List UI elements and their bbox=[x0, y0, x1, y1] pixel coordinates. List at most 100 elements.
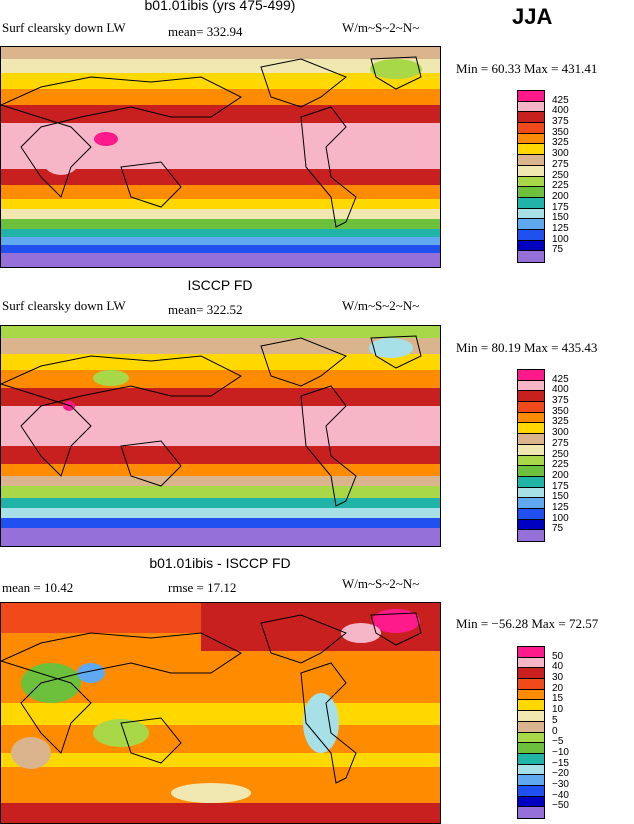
panel-2-colorbar-tick: 75 bbox=[552, 523, 564, 535]
panel-2-minmax: Min = 80.19 Max = 435.43 bbox=[456, 340, 598, 355]
panel-1-colorbar-swatch bbox=[518, 208, 544, 220]
panel-2-colorbar-swatch bbox=[518, 434, 544, 445]
panel-1-title: b01.01ibis (yrs 475-499) bbox=[144, 0, 296, 13]
panel-3-colorbar-tick: 50 bbox=[552, 650, 564, 662]
panel-3-colorbar-swatch bbox=[518, 657, 544, 669]
panel-3-minmax: Min = −56.28 Max = 72.57 bbox=[456, 616, 599, 631]
panel-3-units: W/m~S~2~N~ bbox=[342, 576, 420, 591]
panel-3-colorbar-tick: −20 bbox=[552, 768, 569, 780]
panel-2-title: ISCCP FD bbox=[187, 277, 253, 293]
panel-3-colorbar-tick: −5 bbox=[552, 736, 564, 748]
panel-2-colorbar-tick: 375 bbox=[552, 395, 569, 407]
panel-1-colorbar-tick: 75 bbox=[552, 244, 564, 256]
panel-1-colorbar-swatch bbox=[518, 176, 544, 188]
panel-3-colorbar-swatch bbox=[518, 668, 544, 680]
season-label: JJA bbox=[512, 4, 553, 29]
panel-2-colorbar-swatch bbox=[518, 455, 544, 467]
panel-2-colorbar-swatch bbox=[518, 370, 544, 381]
panel-1-colorbar-tick: 375 bbox=[552, 116, 569, 128]
panel-2-colorbar bbox=[517, 369, 545, 542]
panel-2-colorbar-tick: 100 bbox=[552, 512, 569, 524]
panel-2-colorbar-swatch bbox=[518, 466, 544, 477]
panel-3-colorbar-swatch bbox=[518, 700, 544, 712]
panel-1-colorbar-tick: 400 bbox=[552, 105, 569, 117]
panel-3-colorbar-swatch bbox=[518, 732, 544, 744]
panel-2-colorbar-swatch bbox=[518, 444, 544, 456]
panel-1-subtitle: Surf clearsky down LW bbox=[2, 20, 126, 35]
panel-1-colorbar-swatch bbox=[518, 155, 544, 166]
panel-2-colorbar-tick: 325 bbox=[552, 416, 569, 428]
panel-1-colorbar-swatch bbox=[518, 229, 544, 241]
panel-1-colorbar-swatch bbox=[518, 197, 544, 209]
panel-1-colorbar-swatch bbox=[518, 133, 544, 145]
panel-3-colorbar-swatch bbox=[518, 796, 544, 808]
panel-3-colorbar-swatch bbox=[518, 807, 544, 818]
panel-2-colorbar-swatch bbox=[518, 391, 544, 403]
panel-1-colorbar-tick: 225 bbox=[552, 180, 569, 192]
panel-1-colorbar-swatch bbox=[518, 240, 544, 252]
panel-2-colorbar-tick: 200 bbox=[552, 469, 569, 481]
panel-1-colorbar-tick: 425 bbox=[552, 94, 569, 106]
panel-3-colorbar bbox=[517, 646, 545, 819]
panel-1-colorbar-swatch bbox=[518, 219, 544, 230]
panel-3-colorbar-tick: 10 bbox=[552, 704, 564, 716]
panel-3-title: b01.01ibis - ISCCP FD bbox=[149, 555, 291, 571]
panel-2-units: W/m~S~2~N~ bbox=[342, 298, 420, 313]
panel-3-colorbar-tick: −15 bbox=[552, 757, 569, 769]
panel-3-colorbar-swatch bbox=[518, 785, 544, 797]
panel-2-colorbar-tick: 425 bbox=[552, 373, 569, 385]
panel-3-map-svg bbox=[1, 603, 440, 823]
panel-1-colorbar-swatches bbox=[518, 91, 544, 262]
panel-3-colorbar-swatch bbox=[518, 775, 544, 786]
panel-3-colorbar-swatches bbox=[518, 647, 544, 818]
panel-2-colorbar-swatch bbox=[518, 402, 544, 413]
panel-3-colorbar-swatch bbox=[518, 721, 544, 733]
panel-3-colorbar-tick: 30 bbox=[552, 672, 564, 684]
panel-2-colorbar-swatch bbox=[518, 487, 544, 499]
panel-3-colorbar-swatch bbox=[518, 743, 544, 754]
panel-3-colorbar-tick: 40 bbox=[552, 661, 564, 673]
panel-2-colorbar-tick: 275 bbox=[552, 437, 569, 449]
panel-1-colorbar-tick: 200 bbox=[552, 190, 569, 202]
panel-2-colorbar-swatch bbox=[518, 530, 544, 541]
panel-2-colorbar-swatch bbox=[518, 508, 544, 520]
panel-1-colorbar-swatch bbox=[518, 187, 544, 198]
panel-1-colorbar-swatch bbox=[518, 112, 544, 124]
panel-2-colorbar-swatch bbox=[518, 498, 544, 509]
panel-3-colorbar-tick: −40 bbox=[552, 789, 569, 801]
panel-1-colorbar-tick: 250 bbox=[552, 169, 569, 181]
panel-1-colorbar-tick: 175 bbox=[552, 201, 569, 213]
panel-2-colorbar-tick: 150 bbox=[552, 491, 569, 503]
panel-1-units: W/m~S~2~N~ bbox=[342, 20, 420, 35]
panel-1-colorbar bbox=[517, 90, 545, 263]
panel-3-colorbar-tick: −10 bbox=[552, 746, 569, 758]
panel-1-colorbar-swatch bbox=[518, 144, 544, 156]
panel-3-mean: mean = 10.42 bbox=[2, 580, 74, 595]
panel-3-colorbar-swatch bbox=[518, 711, 544, 722]
panel-3-colorbar-tick: 5 bbox=[552, 714, 558, 726]
panel-2-subtitle: Surf clearsky down LW bbox=[2, 298, 126, 313]
panel-1-colorbar-tick: 150 bbox=[552, 212, 569, 224]
panel-1-colorbar-swatch bbox=[518, 101, 544, 113]
panel-1-colorbar-swatch bbox=[518, 251, 544, 262]
panel-3-colorbar-tick: −50 bbox=[552, 800, 569, 812]
panel-1-colorbar-swatch bbox=[518, 123, 544, 134]
panel-3-colorbar-swatch bbox=[518, 689, 544, 701]
panel-1-mean: mean= 332.94 bbox=[168, 24, 243, 39]
panel-3-rmse: rmse = 17.12 bbox=[168, 580, 237, 595]
panel-3-colorbar-swatch bbox=[518, 679, 544, 690]
panel-1-colorbar-tick: 350 bbox=[552, 126, 569, 138]
panel-2-colorbar-tick: 250 bbox=[552, 448, 569, 460]
panel-1-colorbar-tick: 100 bbox=[552, 233, 569, 245]
panel-1-map-svg bbox=[1, 47, 440, 267]
panel-3-colorbar-swatch bbox=[518, 647, 544, 658]
panel-1-colorbar-tick: 275 bbox=[552, 158, 569, 170]
panel-3-colorbar-tick: 0 bbox=[552, 725, 558, 737]
panel-1-colorbar-tick: 325 bbox=[552, 137, 569, 149]
panel-3-colorbar-swatch bbox=[518, 753, 544, 765]
panel-1-colorbar-swatch bbox=[518, 91, 544, 102]
panel-3-colorbar-swatch bbox=[518, 764, 544, 776]
panel-2-colorbar-swatch bbox=[518, 412, 544, 424]
panel-2-colorbar-tick: 175 bbox=[552, 480, 569, 492]
panel-1-colorbar-tick: 300 bbox=[552, 148, 569, 160]
